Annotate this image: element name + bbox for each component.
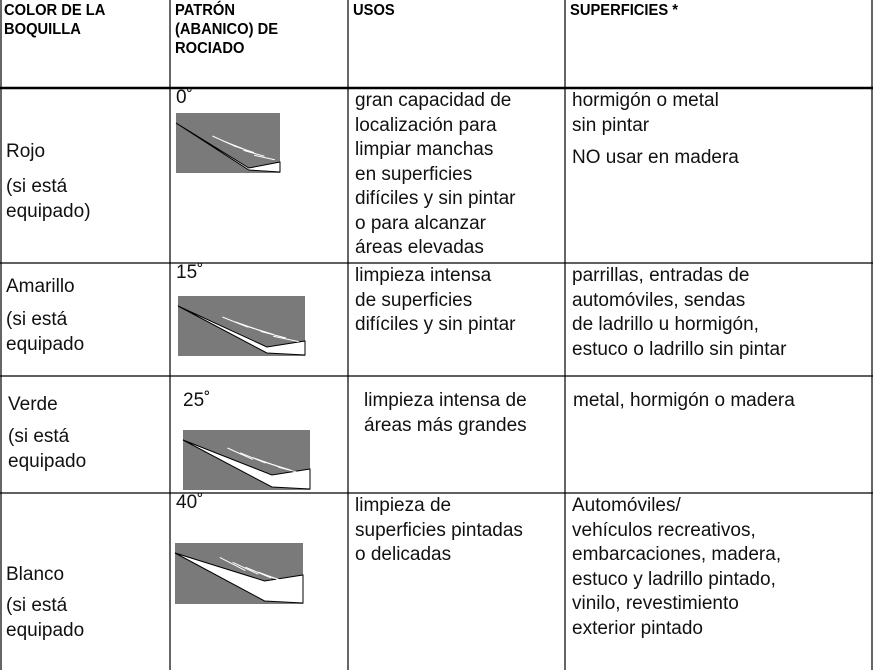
nozzle-note: equipado (6, 620, 85, 641)
nozzle-color: Amarillo (6, 276, 75, 297)
uses-line: gran capacidad de (355, 90, 512, 111)
spray-pattern (175, 122, 281, 173)
surfaces-line: Automóviles/ (572, 495, 681, 516)
header-cell: COLOR DE LA (4, 2, 106, 19)
spray-pattern (182, 439, 311, 490)
uses-line: difíciles y sin pintar (355, 188, 516, 209)
surfaces-line: hormigón o metal (572, 90, 719, 111)
surfaces-line: de ladrillo u hormigón, (572, 314, 759, 335)
spray-angle: 40˚ (176, 492, 204, 513)
nozzle-color: Rojo (6, 141, 46, 162)
spray-pattern (174, 552, 304, 604)
surfaces-line: sin pintar (572, 114, 650, 136)
spray-pattern (260, 330, 287, 339)
uses-line: áreas más grandes (364, 414, 527, 436)
uses-line: limpieza de (355, 495, 452, 516)
nozzle-note: equipado (8, 451, 87, 472)
spray-pattern (233, 145, 255, 154)
header-cell: (ABANICO) DE (175, 21, 279, 38)
spray-angle: 15˚ (176, 262, 204, 283)
surfaces-line: NO usar en madera (572, 147, 739, 168)
uses-line: áreas elevadas (355, 237, 484, 258)
nozzle-note: (si está (6, 595, 68, 616)
spray-pattern (253, 154, 275, 161)
header-cell: ROCIADO (175, 40, 245, 57)
header-cell: BOQUILLA (4, 21, 81, 38)
surfaces-line: exterior pintado (572, 617, 703, 639)
nozzle-color: Verde (8, 394, 58, 415)
surfaces-line: embarcaciones, madera, (572, 544, 782, 565)
header-cell: USOS (353, 2, 395, 19)
surfaces-line: estuco o ladrillo sin pintar (572, 338, 787, 360)
surfaces-line: vinilo, revestimiento (572, 593, 739, 614)
uses-line: localización para (355, 114, 497, 136)
spray-pattern (219, 556, 246, 571)
uses-line: o delicadas (355, 544, 452, 565)
nozzle-note: equipado (6, 334, 85, 355)
spray-pattern (232, 561, 259, 575)
surfaces-line: automóviles, sendas (572, 289, 746, 311)
surfaces-line: estuco y ladrillo pintado, (572, 568, 776, 590)
uses-line: de superficies (355, 289, 473, 311)
spray-pattern (278, 466, 304, 475)
nozzle-note: equipado) (6, 201, 91, 222)
surfaces-line: parrillas, entradas de (572, 265, 750, 286)
spray-pattern (227, 447, 254, 460)
spray-angle: 25˚ (183, 390, 211, 411)
spray-angle: 0˚ (176, 87, 193, 108)
nozzle-note: (si está (6, 176, 68, 197)
surfaces-line: vehículos recreativos, (572, 519, 756, 541)
uses-line: superficies pintadas (355, 519, 523, 541)
uses-line: o para alcanzar (355, 212, 486, 234)
header-cell: PATRÓN (175, 2, 235, 19)
nozzle-note: (si está (6, 309, 68, 330)
header-cell: SUPERFICIES * (570, 2, 678, 19)
spray-pattern (270, 576, 297, 586)
uses-line: limpieza intensa (355, 265, 492, 286)
uses-line: en superficies (355, 163, 473, 185)
spray-pattern (243, 149, 265, 157)
surfaces-line: metal, hormigón o madera (573, 390, 795, 411)
nozzle-note: (si está (8, 426, 70, 447)
spray-pattern (273, 335, 299, 343)
uses-line: difíciles y sin pintar (355, 314, 516, 335)
uses-line: limpiar manchas (355, 139, 494, 160)
uses-line: limpieza intensa de (364, 390, 527, 411)
spray-pattern (177, 305, 306, 356)
nozzle-color: Blanco (6, 564, 65, 585)
